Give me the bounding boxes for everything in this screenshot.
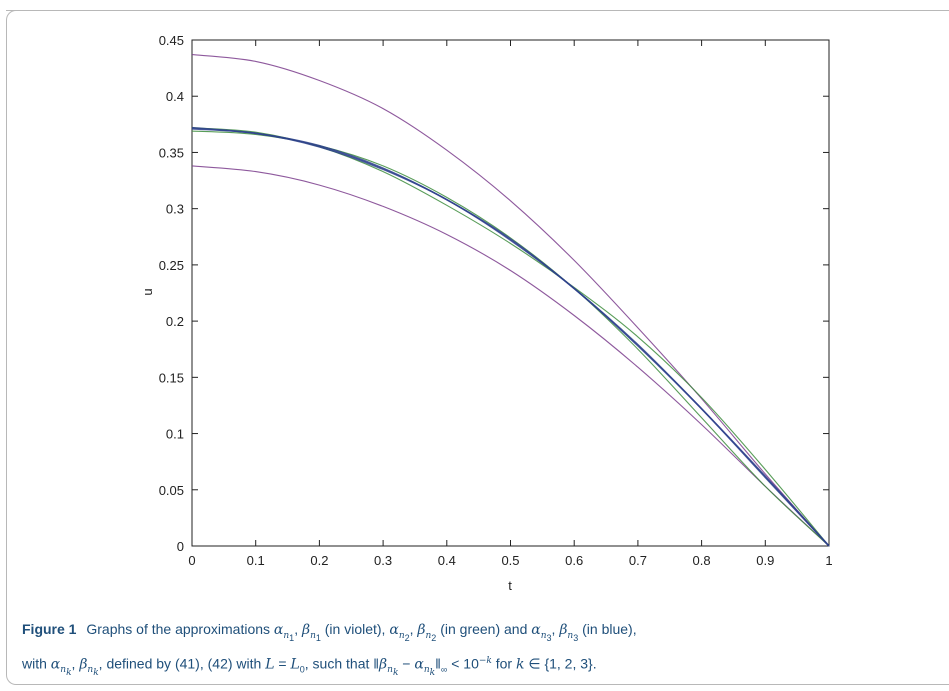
caption-label: Figure 1 [22, 621, 77, 637]
norm-end: ‖ [435, 655, 441, 672]
y-tick-label: 0.4 [166, 89, 184, 104]
alpha-symbol: α [531, 622, 541, 638]
beta-symbol: β [559, 622, 568, 638]
series-line-1 [191, 54, 830, 547]
inf-sub: ∞ [440, 664, 448, 675]
y-tick-label: 0.2 [166, 314, 184, 329]
x-tick-label: 0.9 [756, 553, 774, 568]
series-line-6 [191, 126, 830, 547]
x-tick-label: 0 [188, 553, 195, 568]
y-axis-ticks: 0 0.05 0.1 0.15 0.2 0.25 0.3 0.35 0.4 0.45 [159, 33, 829, 554]
n-sub: n [540, 630, 547, 641]
n-sub: n [283, 630, 290, 641]
sub-1: 1 [315, 632, 321, 643]
alpha-symbol: α [273, 622, 284, 638]
plot-area [191, 39, 830, 547]
n-sub: n [87, 665, 94, 676]
beta-symbol: β [301, 622, 311, 638]
y-axis-label: u [140, 288, 155, 295]
caption-line-1: Figure 1 Graphs of the approximations αn… [22, 618, 942, 649]
beta-symbol: β [79, 656, 88, 673]
k-symbol: k [515, 656, 525, 673]
k-sub: k [429, 667, 436, 678]
n-sub: n [398, 630, 405, 641]
y-tick-label: 0.3 [166, 202, 184, 217]
comma: , [71, 655, 76, 672]
alpha-symbol: α [50, 656, 61, 673]
in-green: (in green) and [440, 621, 528, 637]
beta-symbol: β [379, 656, 388, 673]
x-tick-label: 0.6 [565, 553, 583, 568]
x-tick-label: 1 [825, 553, 832, 568]
y-tick-label: 0.45 [159, 33, 184, 48]
x-tick-label: 0.7 [629, 553, 647, 568]
caption-with: with [22, 655, 47, 672]
in-blue: (in blue), [582, 621, 637, 637]
alpha-symbol: α [389, 622, 399, 638]
in-violet: (in violet), [324, 621, 386, 637]
x-tick-label: 0.8 [693, 553, 711, 568]
figure-frame [6, 10, 949, 685]
equals: = [278, 655, 287, 672]
x-tick-label: 0.2 [310, 553, 328, 568]
n-sub: n [60, 665, 67, 676]
sub-2: 2 [431, 632, 437, 643]
series-line-2 [191, 165, 830, 547]
sub-3: 3 [546, 632, 552, 643]
series-layer [191, 54, 830, 547]
n-sub: n [387, 665, 393, 676]
x-tick-label: 0.3 [374, 553, 392, 568]
sub-1: 1 [289, 632, 295, 643]
sub-3: 3 [573, 632, 579, 643]
alpha-symbol: α [414, 656, 424, 673]
k-sub: k [392, 667, 399, 678]
n-sub: n [567, 630, 574, 641]
for-k: for [495, 655, 513, 672]
x-tick-label: 0.1 [247, 553, 265, 568]
less-than: < 10 [451, 655, 479, 672]
line-chart: 0 0.05 0.1 0.15 0.2 0.25 0.3 0.35 0.4 0.45 0 0.1 0.… [140, 33, 833, 593]
n-sub: n [310, 630, 316, 641]
minus: − [402, 655, 411, 672]
y-tick-label: 0.1 [166, 427, 184, 442]
series-line-4 [191, 127, 830, 547]
such-that: , such that ‖ [304, 655, 380, 672]
figure-caption: Figure 1 Graphs of the approximations αn… [22, 618, 942, 684]
in-set: ∈ {1, 2, 3}. [528, 655, 597, 672]
neg-k-sup: −k [478, 655, 492, 666]
comma: , [294, 621, 299, 637]
series-line-3 [191, 130, 830, 547]
n-sub: n [425, 630, 432, 641]
caption-text-1: Graphs of the approximations [86, 621, 271, 637]
comma: , [551, 621, 556, 637]
y-tick-label: 0.35 [159, 145, 184, 160]
caption-line-2: with αnk, βnk, defined by (41), (42) wit… [22, 649, 942, 684]
beta-symbol: β [417, 622, 426, 638]
x-axis-ticks: 0 0.1 0.2 0.3 0.4 0.5 0.6 0.7 0.8 0.9 1 [188, 40, 833, 568]
series-line-5 [191, 128, 830, 547]
y-tick-label: 0.15 [159, 370, 184, 385]
L-symbol: L [290, 656, 300, 673]
L-symbol: L [265, 656, 275, 673]
x-tick-label: 0.5 [501, 553, 519, 568]
k-sub: k [93, 667, 99, 678]
n-sub: n [423, 665, 430, 676]
y-tick-label: 0.25 [159, 258, 184, 273]
k-sub: k [66, 667, 72, 678]
x-axis-label: t [508, 578, 512, 593]
y-tick-label: 0 [177, 539, 184, 554]
comma: , [409, 621, 414, 637]
sub-2: 2 [404, 632, 410, 643]
x-tick-label: 0.4 [438, 553, 456, 568]
L0-sub: 0 [299, 664, 305, 675]
caption-defined: , defined by (41), (42) with [98, 655, 262, 672]
y-tick-label: 0.05 [159, 483, 184, 498]
